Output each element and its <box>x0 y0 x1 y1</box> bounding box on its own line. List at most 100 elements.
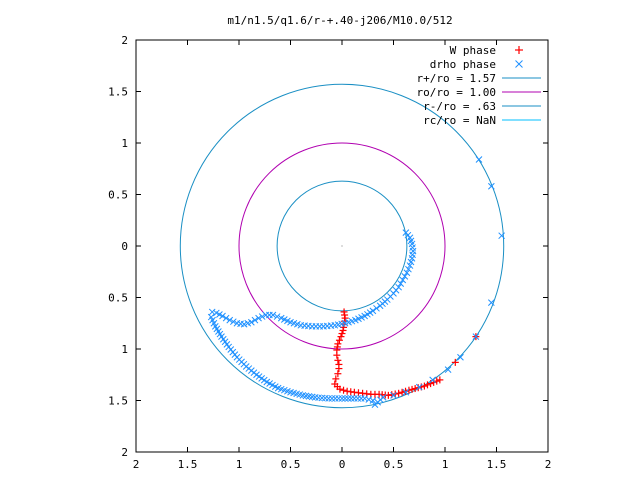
drho-phase-point <box>338 395 346 402</box>
drho-phase-point <box>415 383 423 391</box>
w-phase-point <box>451 358 459 366</box>
drho-phase-point <box>222 314 230 322</box>
x-tick-label: 0.5 <box>384 458 404 471</box>
w-phase-point <box>384 391 392 399</box>
radius-circles <box>179 83 505 409</box>
legend-marker-cross <box>515 60 523 68</box>
w-phase-point <box>332 375 340 383</box>
origin-dot <box>341 245 343 247</box>
y-tick-label: 1.5 <box>108 395 128 408</box>
w-phase-point <box>430 378 438 386</box>
w-phase-point <box>337 333 345 341</box>
legend-label: ro/ro = 1.00 <box>417 86 496 99</box>
x-tick-labels: 2 1.5 1 0.5 0 0.5 1 1.5 2 <box>133 458 552 471</box>
data-series <box>207 156 506 408</box>
drho-phase-point <box>344 395 352 402</box>
y-tick-label: 1 <box>121 137 128 150</box>
y-tick-label: 2 <box>121 446 128 459</box>
drho-phase-point <box>487 299 495 307</box>
radius-circle <box>179 83 505 409</box>
drho-phase-point <box>226 316 234 324</box>
drho-phase-point <box>258 313 266 320</box>
drho-phase-point <box>273 313 281 320</box>
x-tick-label: 0 <box>339 458 346 471</box>
drho-phase-point <box>472 333 480 340</box>
legend-label: r+/ro = 1.57 <box>417 72 496 85</box>
drho-phase-point <box>498 232 506 240</box>
drho-phase-point <box>402 388 410 396</box>
drho-phase-point <box>390 391 397 399</box>
drho-phase-point <box>369 397 377 404</box>
y-tick-label: 1 <box>121 343 128 356</box>
drho-phase-point <box>335 395 343 402</box>
x-tick-label: 0.5 <box>281 458 301 471</box>
y-tick-labels: 2 1.5 1 0.5 0 0.5 1 1.5 2 <box>108 34 128 459</box>
drho-phase-point <box>361 395 369 402</box>
y-tick-label: 2 <box>121 34 128 47</box>
drho-phase-point <box>233 319 241 327</box>
drho-phase-point <box>328 395 336 402</box>
w-phase-point <box>427 380 435 388</box>
w-phase-point <box>420 382 428 390</box>
x-tick-label: 2 <box>545 458 552 471</box>
drho-phase-point <box>262 311 270 319</box>
drho-phase-point <box>331 395 339 402</box>
x-tick-label: 1.5 <box>487 458 507 471</box>
w-phase-point <box>398 388 406 396</box>
w-phase-point <box>334 370 342 378</box>
drho-phase-point <box>397 280 405 287</box>
drho-phase-point <box>444 366 452 373</box>
w-phase-point <box>333 351 341 359</box>
drho-phase-point <box>212 309 220 317</box>
drho-phase-point <box>403 269 411 277</box>
w-phase-point <box>336 385 344 393</box>
legend-label: rc/ro = NaN <box>423 114 496 127</box>
drho-phase-point <box>347 395 355 402</box>
legend-label: r-/ro = .63 <box>423 100 496 113</box>
drho-phase-point <box>255 314 262 322</box>
drho-phase-point <box>373 304 380 312</box>
drho-phase-point <box>354 395 362 402</box>
w-phase-point <box>340 386 348 394</box>
x-tick-label: 1 <box>236 458 243 471</box>
drho-phase-point <box>406 262 414 269</box>
drho-phase-point <box>376 302 384 310</box>
drho-phase-point <box>401 273 409 280</box>
w-phase-point <box>436 376 444 384</box>
w-phase-point <box>334 356 342 364</box>
legend-label: drho phase <box>430 58 496 71</box>
drho-phase-point <box>365 396 373 403</box>
w-phase-point <box>405 386 413 394</box>
drho-phase-point <box>487 182 495 190</box>
drho-phase-point <box>429 376 436 384</box>
x-tick-label: 1.5 <box>178 458 198 471</box>
drho-phase-point <box>405 265 412 273</box>
axis-ticks <box>135 39 549 453</box>
w-phase-point <box>335 336 343 344</box>
drho-phase-point <box>208 308 216 316</box>
x-tick-label: 1 <box>442 458 449 471</box>
y-tick-label: 1.5 <box>108 86 128 99</box>
w-phase-point <box>408 385 416 393</box>
drho-phase-point <box>399 276 407 284</box>
drho-phase-point <box>277 314 285 322</box>
w-phase-point <box>335 365 343 373</box>
y-tick-label: 0 <box>121 240 128 253</box>
radius-circle <box>238 142 446 350</box>
drho-phase-point <box>251 316 259 324</box>
y-tick-label: 0.5 <box>108 292 128 305</box>
legend-label: W phase <box>450 44 496 57</box>
drho-phase-point <box>357 395 365 402</box>
w-phase-point <box>395 389 403 397</box>
drho-phase-point <box>341 395 349 402</box>
w-phase-point <box>338 330 346 338</box>
x-tick-label: 2 <box>133 458 140 471</box>
radius-circle <box>276 180 408 312</box>
drho-phase-point <box>229 318 237 326</box>
drho-phase-point <box>351 395 358 402</box>
w-phase-point <box>339 326 347 334</box>
drho-phase-point <box>325 395 332 402</box>
w-phase-point <box>423 381 431 389</box>
